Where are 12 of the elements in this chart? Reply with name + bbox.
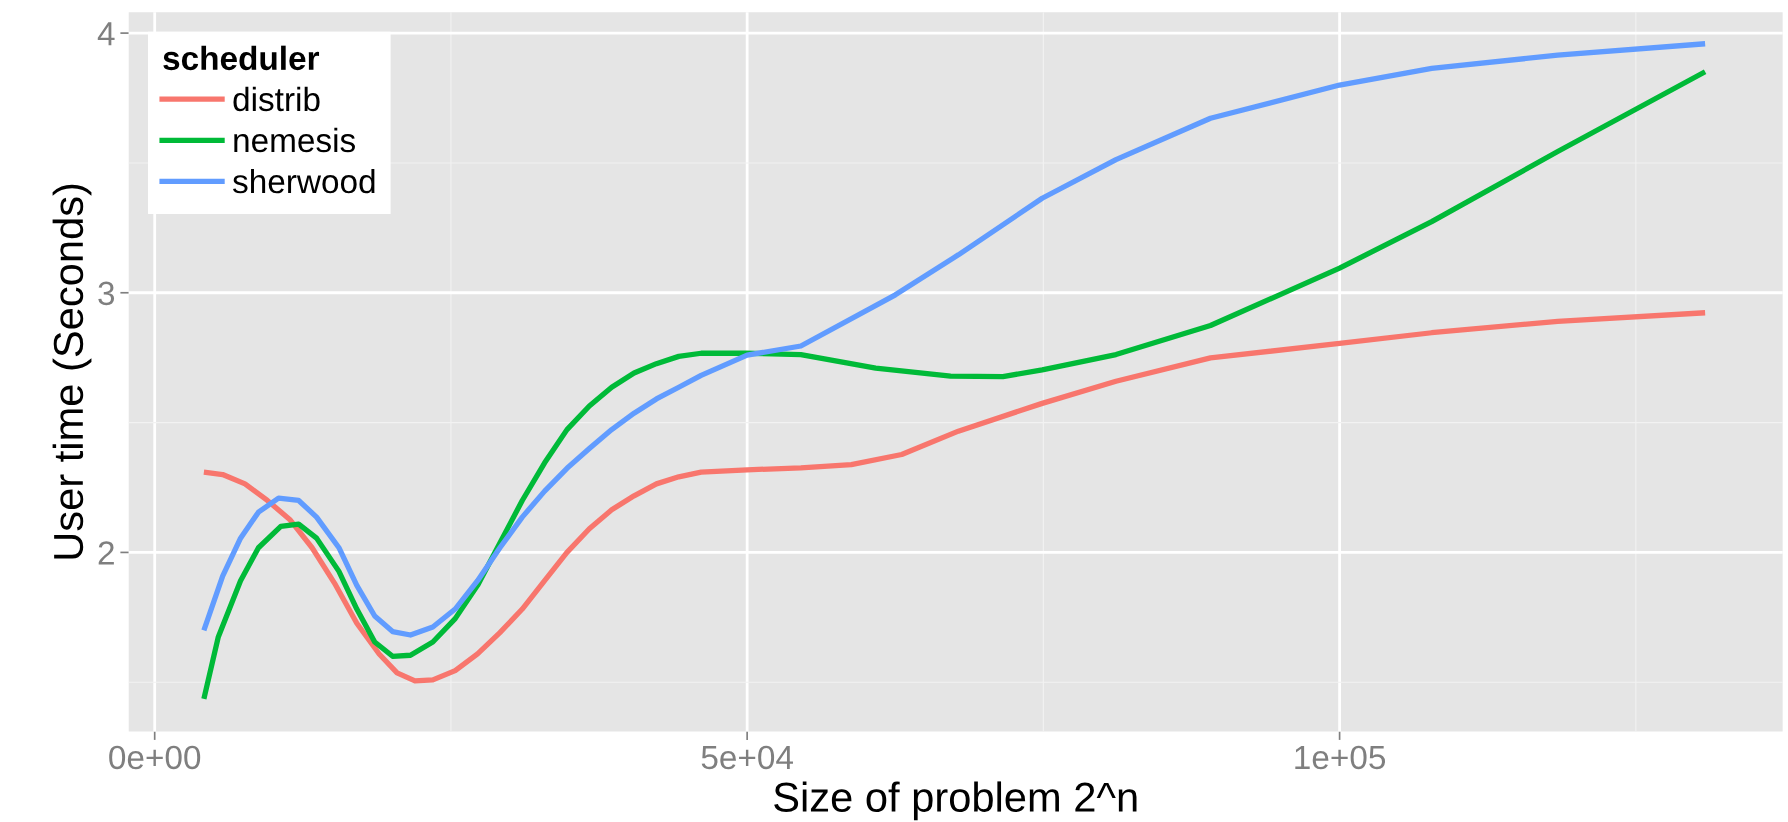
- x-tick-label: 1e+05: [1295, 745, 1386, 770]
- legend-label: sherwood: [233, 168, 375, 194]
- y-tick-label: 3: [98, 281, 115, 306]
- y-tick-label: 2: [98, 541, 114, 565]
- y-tick-label: 4: [97, 22, 115, 46]
- x-axis-title: Size of problem 2^n: [774, 781, 1137, 821]
- legend-label: nemesis: [234, 127, 355, 153]
- x-tick-label: 0e+00: [109, 745, 201, 770]
- y-axis-title: User time (Seconds): [52, 184, 92, 559]
- legend-title: scheduler: [163, 45, 320, 71]
- x-tick-label: 5e+04: [701, 745, 793, 770]
- legend-label: distrib: [233, 86, 320, 112]
